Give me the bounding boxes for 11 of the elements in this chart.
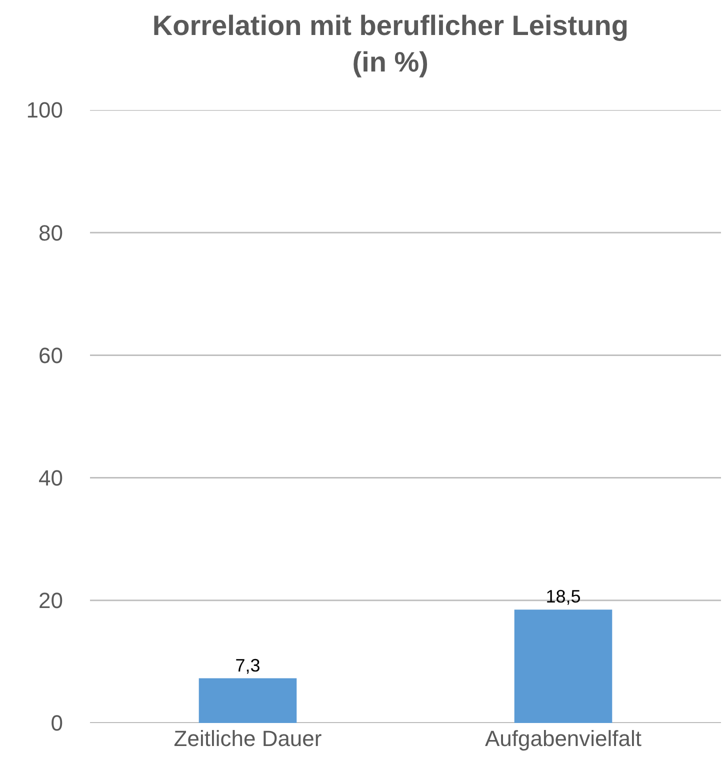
y-tick-label: 100 [26,98,63,123]
y-tick-label: 40 [38,466,63,490]
x-tick-label: Aufgabenvielfalt [484,726,642,751]
y-tick-label: 80 [38,220,63,246]
data-label: 7,3 [235,655,260,676]
chart-title: Korrelation mit beruflicher Leistung (in %) [152,10,628,78]
y-tick-label: 0 [50,710,63,736]
y-tick-label: 20 [38,588,63,614]
y-tick-label: 60 [38,342,63,368]
x-tick-label: Zeitliche Dauer [174,726,322,751]
data-label: 18,5 [546,586,581,607]
